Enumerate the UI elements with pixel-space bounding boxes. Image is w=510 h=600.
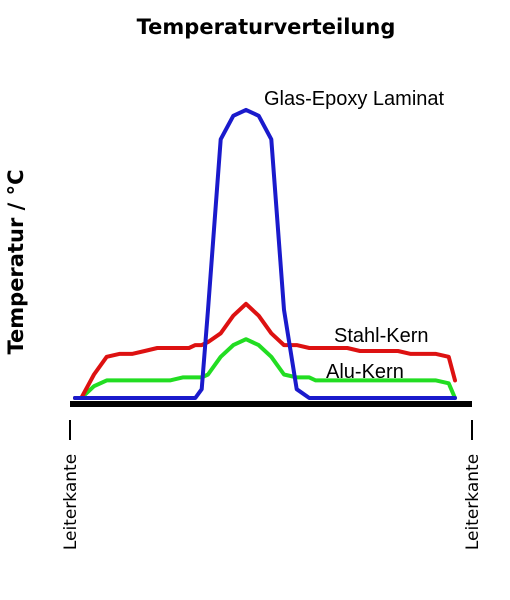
chart-title: Temperaturverteilung [137, 15, 396, 39]
series-label-stahl-kern: Stahl-Kern [334, 325, 429, 347]
series-label-glas-epoxy: Glas-Epoxy Laminat [264, 88, 445, 110]
series-line-stahl-kern [73, 301, 457, 400]
right-edge-label: Leiterkante [463, 454, 483, 550]
y-axis-label: Temperatur / °C [4, 169, 28, 354]
series-label-alu-kern: Alu-Kern [326, 361, 404, 383]
series-layer [73, 107, 457, 400]
series-line-glas-epoxy-laminat [73, 107, 457, 400]
series-line-alu-kern [73, 337, 457, 400]
left-edge-label: Leiterkante [61, 454, 81, 550]
